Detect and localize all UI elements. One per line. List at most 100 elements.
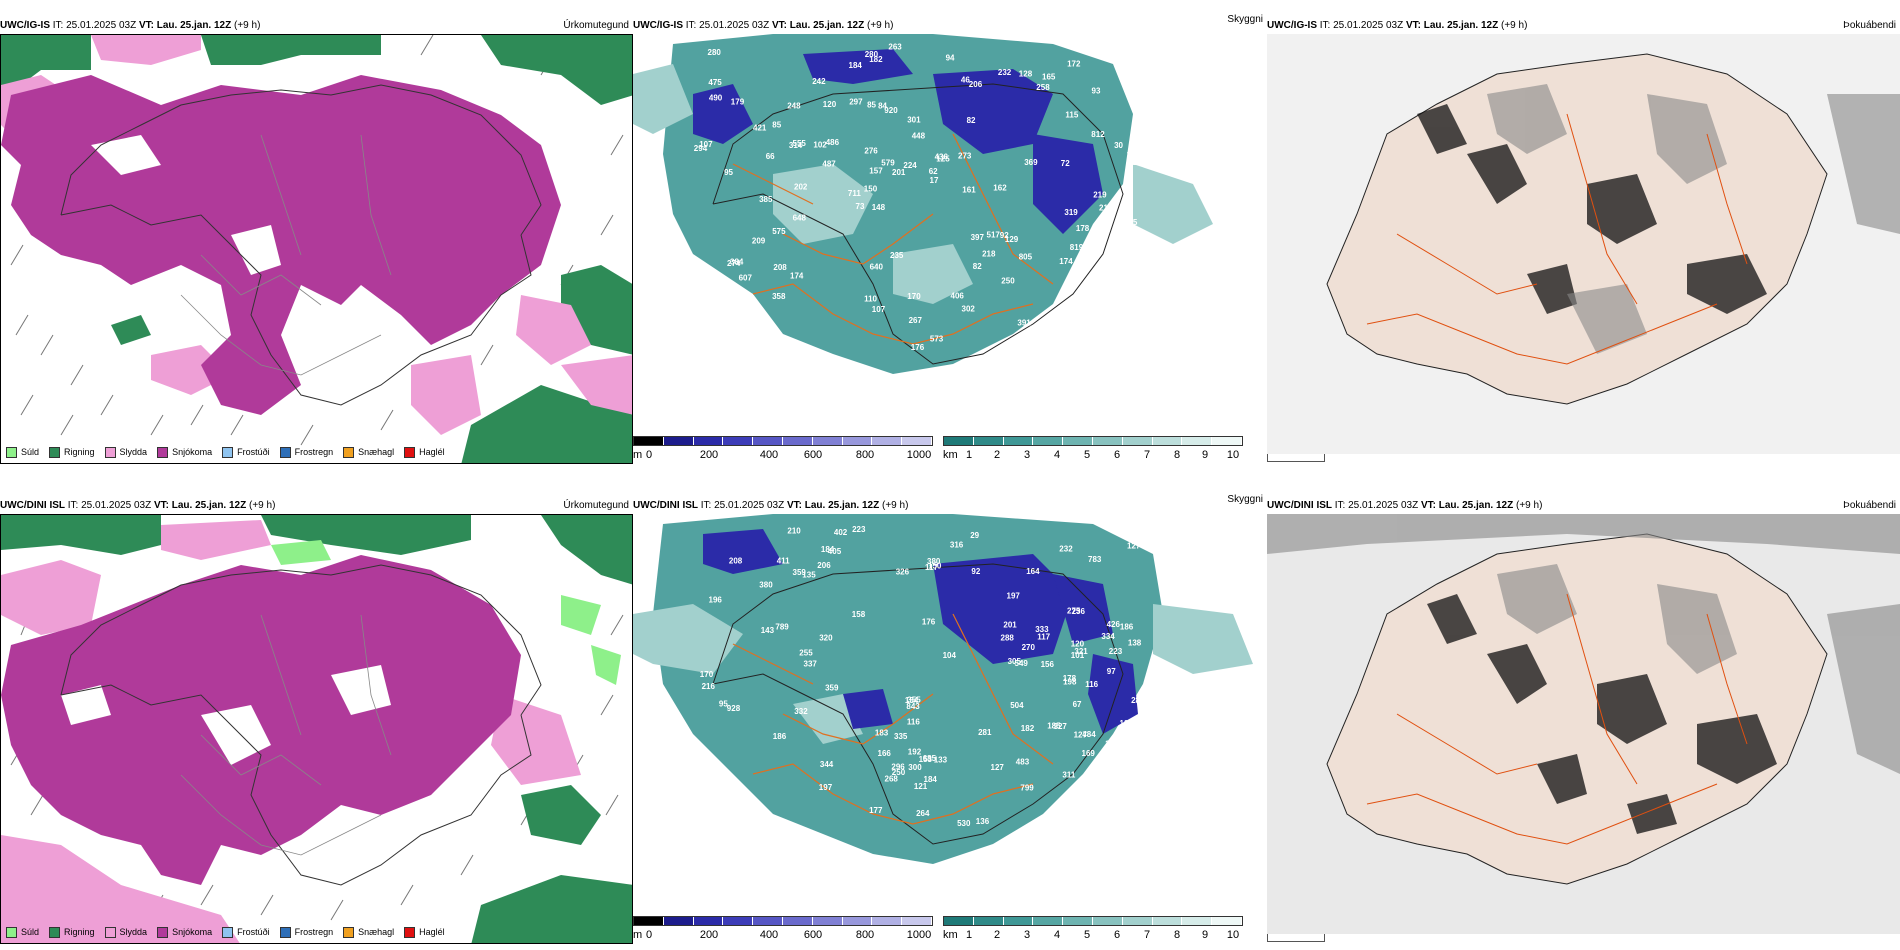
ceiling-label: 148 — [872, 203, 886, 212]
ceiling-label: 184 — [821, 545, 835, 554]
ceiling-label: 273 — [958, 151, 972, 160]
ceiling-label: 314 — [789, 141, 803, 150]
colorbar-segment — [634, 437, 664, 445]
ceiling-label: 85 — [867, 100, 876, 109]
ceiling-bar — [633, 436, 933, 446]
ceiling-label: 46 — [961, 75, 970, 84]
ceiling-label: 264 — [916, 809, 930, 818]
ceiling-label: 335 — [894, 732, 908, 741]
ceiling-label: 201 — [1003, 621, 1017, 630]
ceiling-label: 402 — [834, 528, 848, 537]
ceiling-label: 197 — [1007, 591, 1021, 600]
colorbar-segment — [1122, 917, 1153, 925]
ceiling-label: 180 — [1132, 158, 1146, 167]
ceiling-label: 157 — [869, 167, 883, 176]
ceiling-label: 337 — [804, 659, 818, 668]
legend-swatch — [222, 926, 234, 938]
ceiling-label: 799 — [1020, 784, 1034, 793]
fog-panel-bottom: UWC/DINI ISL IT: 25.01.2025 03Z VT: Lau.… — [1267, 494, 1900, 944]
ceiling-label: 82 — [967, 116, 976, 125]
colorbar-segment — [782, 437, 813, 445]
precip-legend-top: Súld Rigning Slydda Snjókoma Frostúði Fr… — [0, 442, 445, 462]
ceiling-label: 208 — [773, 263, 787, 272]
legend-item: Slydda — [104, 446, 147, 458]
coastline — [60, 564, 542, 886]
ceiling-label: 448 — [912, 132, 926, 141]
ceiling-label: 210 — [787, 527, 801, 536]
colorbar-segment — [1092, 917, 1123, 925]
ceiling-label: 268 — [885, 775, 899, 784]
ceiling-labels-top: 95 93 73 82 85 448 607 486 84 125 129 179 182 180 397 8… — [694, 43, 1146, 352]
legend-swatch — [157, 926, 169, 938]
sleet-areas — [1, 520, 581, 943]
ceiling-label: 484 — [1082, 730, 1096, 739]
ceiling-label: 223 — [1109, 647, 1123, 656]
colorbar-segment — [1063, 437, 1093, 445]
ceiling-label: 579 — [881, 159, 895, 168]
ceiling-label: 206 — [969, 80, 983, 89]
legend-item: Snjókoma — [157, 926, 212, 938]
panel-type-label: Skyggni — [1227, 494, 1263, 505]
ceiling-label: 406 — [951, 291, 965, 300]
ceiling-label: 235 — [890, 251, 904, 260]
ceiling-label: 176 — [911, 343, 925, 352]
ceiling-label: 250 — [892, 768, 906, 777]
ceiling-label: 219 — [1093, 191, 1107, 200]
ceiling-label: 483 — [1016, 757, 1030, 766]
ceiling-label: 575 — [772, 227, 786, 236]
ceiling-label: 135 — [802, 570, 816, 579]
visibility-bar — [943, 916, 1243, 926]
ceiling-label: 170 — [907, 292, 921, 301]
legend-item: Frostregn — [279, 446, 333, 458]
ceiling-label: 17 — [930, 176, 939, 185]
ceiling-label: 268 — [1115, 268, 1129, 277]
precip-map-top — [0, 34, 633, 464]
ceiling-label: 72 — [1061, 159, 1070, 168]
ceiling-label: 475 — [708, 78, 722, 87]
coastline — [60, 84, 542, 406]
ceiling-label: 250 — [1001, 276, 1015, 285]
ceiling-label: 110 — [864, 294, 877, 303]
colorbar-segment — [1033, 437, 1064, 445]
colorbar-segment — [1182, 437, 1213, 445]
ceiling-label: 258 — [1036, 83, 1050, 92]
colorbar-unit: m — [633, 449, 643, 461]
legend-item: Rigning — [49, 926, 95, 938]
ceiling-label: 232 — [1059, 545, 1073, 554]
legend-item: Snæhagl — [343, 926, 394, 938]
colorbar-segment — [1212, 437, 1242, 445]
ceiling-label: 182 — [1021, 724, 1035, 733]
ceiling-label: 326 — [896, 567, 910, 576]
drizzle-areas — [271, 540, 621, 685]
legend-swatch — [6, 926, 17, 938]
ceiling-label: 319 — [1064, 208, 1078, 217]
ceiling-label: 327 — [1054, 722, 1068, 731]
legend-swatch — [222, 446, 234, 458]
ceiling-label: 928 — [727, 704, 741, 713]
ceiling-label: 178 — [1063, 674, 1077, 683]
colorbar-segment — [1003, 437, 1034, 445]
ceiling-label: 280 — [865, 50, 879, 59]
ceiling-label: 150 — [864, 185, 878, 194]
legend-item: Súld — [6, 446, 39, 458]
ceiling-label: 218 — [982, 249, 996, 258]
colorbar-segment — [842, 437, 873, 445]
ceiling-label: 120 — [1071, 640, 1085, 649]
ceiling-label: 177 — [869, 806, 883, 815]
ceiling-label: 174 — [790, 271, 804, 280]
colorbar-segment — [842, 917, 873, 925]
roads — [180, 614, 392, 856]
precip-panel-top: UWC/IG-IS IT: 25.01.2025 03Z VT: Lau. 25… — [0, 14, 633, 464]
colorbar-segment — [902, 437, 932, 445]
ceiling-label: 280 — [708, 48, 722, 57]
coastline — [712, 563, 1124, 845]
visibility-panel-top: UWC/IG-IS IT: 25.01.2025 03Z VT: Lau. 25… — [633, 14, 1325, 464]
ceiling-label: 405 — [828, 547, 842, 556]
ceiling-label: 197 — [819, 783, 833, 792]
ceiling-label: 607 — [739, 273, 753, 282]
colorbar-segment — [902, 917, 932, 925]
ceiling-label: 158 — [1127, 151, 1141, 160]
ceiling-label: 224 — [903, 161, 917, 170]
ceiling-label: 223 — [852, 525, 866, 534]
visibility-panel-bottom: UWC/DINI ISL IT: 25.01.2025 03Z VT: Lau.… — [633, 494, 1325, 944]
